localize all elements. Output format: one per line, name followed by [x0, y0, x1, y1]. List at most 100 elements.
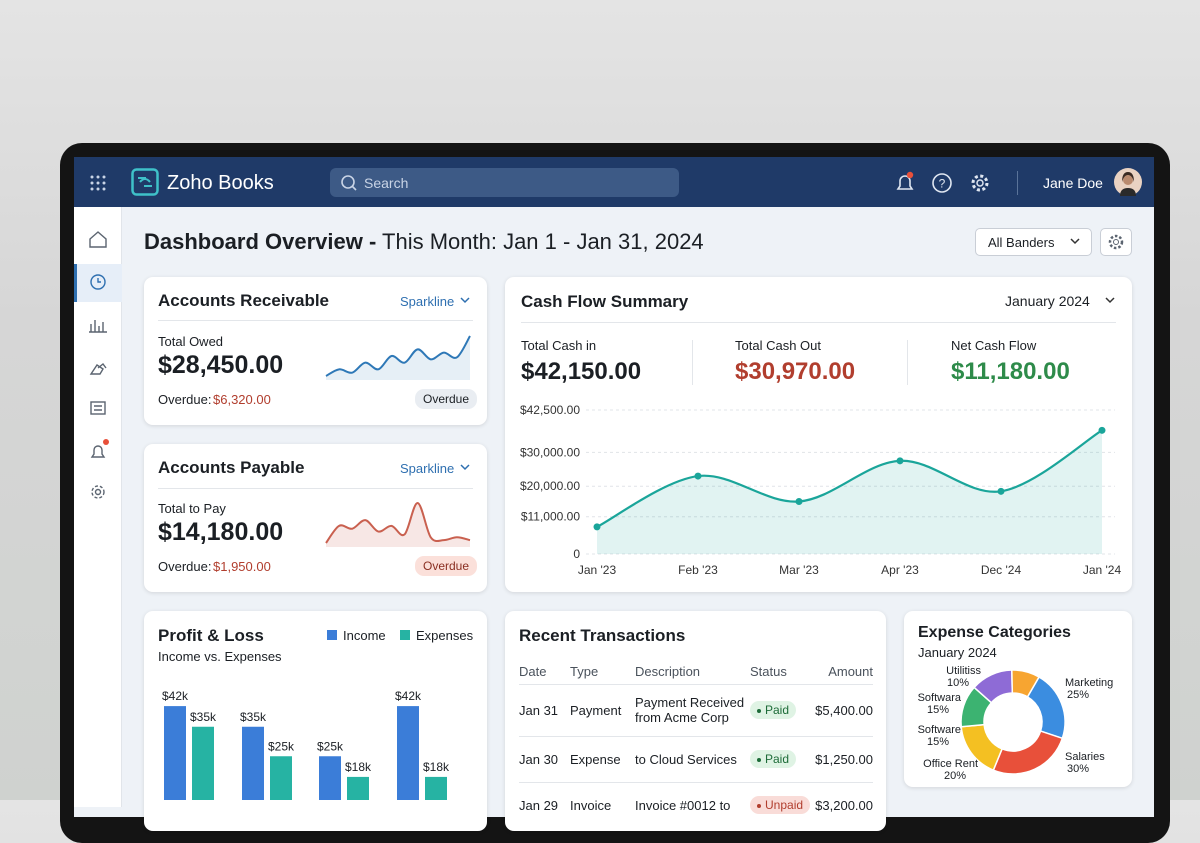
sidebar — [74, 207, 122, 807]
page: Zoho Books Search ? Jane Doe Dashboard O… — [0, 0, 1200, 800]
charts-overlay: 0 $11,000.00 $20,000.00 $30,000.00 $42,500.0… — [162, 238, 1122, 800]
search-icon — [341, 175, 357, 191]
point — [896, 457, 904, 465]
filter-label: All Banders — [988, 235, 1055, 250]
point — [997, 487, 1005, 495]
point — [1098, 426, 1106, 434]
x-tick-label: Jan '24 — [1083, 563, 1122, 577]
overdue-amount: $6,320.00 — [213, 392, 271, 407]
bar — [270, 756, 292, 800]
card-title: Accounts Receivable — [158, 291, 330, 310]
avatar[interactable] — [1114, 168, 1142, 196]
top-icons[interactable]: ? — [893, 170, 1003, 196]
slice-value: 30% — [1067, 763, 1089, 775]
column-header: Date — [519, 664, 547, 680]
x-tick-label: Feb '23 — [678, 563, 718, 577]
settings-icon — [1108, 234, 1124, 250]
x-tick-label: Apr '23 — [881, 563, 919, 577]
cell: to Cloud Services — [635, 751, 737, 767]
overdue-badge: Overdue — [415, 389, 478, 409]
filter-button[interactable]: All Banders — [975, 228, 1092, 256]
cell: Payment Received from Acme Corp — [635, 695, 745, 725]
sparkline-area — [326, 336, 470, 380]
svg-text:?: ? — [939, 177, 946, 191]
bar — [242, 726, 264, 800]
overdue-label: Overdue: — [158, 559, 212, 574]
point — [593, 523, 601, 531]
bar — [192, 726, 214, 800]
sidebar-active — [74, 264, 122, 302]
slice-value: 10% — [947, 677, 969, 689]
cell: Expense — [570, 751, 621, 767]
search-box[interactable] — [330, 168, 679, 197]
legend-label: Expenses — [416, 628, 474, 643]
view-toggle[interactable]: Sparkline — [400, 294, 455, 309]
user-name: Jane Doe — [1043, 175, 1103, 191]
line-area — [597, 430, 1102, 554]
table-header: Date Type Description Status Amount — [519, 660, 873, 684]
x-tick-label: Mar '23 — [779, 563, 819, 577]
value-label: $35k — [240, 710, 267, 724]
logo — [131, 168, 159, 196]
stat-value: $30,970.00 — [735, 358, 856, 385]
column-header: Status — [750, 664, 787, 680]
legend-swatch — [400, 630, 410, 640]
view-toggle[interactable]: Sparkline — [400, 461, 455, 476]
x-tick-label: Jan '23 — [578, 563, 617, 577]
cell: $5,400.00 — [815, 702, 873, 718]
separator — [692, 340, 693, 385]
overdue-amount: $1,950.00 — [213, 559, 271, 574]
page-period: This Month: Jan 1 - Jan 31, 2024 — [382, 229, 704, 254]
bar — [347, 776, 369, 800]
cell: $1,250.00 — [815, 751, 873, 767]
sparkline-area — [326, 502, 470, 547]
legend-swatch — [327, 630, 337, 640]
stat-value: $11,180.00 — [951, 358, 1070, 385]
sparkline — [325, 335, 471, 377]
table-row[interactable]: Jan 31 Payment Payment Received from Acme… — [519, 684, 873, 736]
point — [795, 497, 803, 505]
slice-label: Salaries — [1065, 751, 1105, 763]
divider — [158, 488, 473, 489]
amount: $14,180.00 — [158, 518, 284, 546]
search-placeholder: Search — [364, 175, 409, 191]
cell: Jan 30 — [519, 751, 559, 767]
cell: Payment — [570, 702, 622, 718]
slice-value: 15% — [927, 736, 949, 748]
card-title: Accounts Payable — [158, 458, 305, 477]
stat-label: Net Cash Flow — [951, 338, 1037, 353]
card-title: Cash Flow Summary — [521, 292, 689, 311]
app-name: Zoho Books — [167, 172, 274, 194]
table-row[interactable]: Jan 30 Expense to Cloud Services Paid $1,… — [519, 736, 873, 782]
slice-label: Marketing — [1065, 677, 1113, 689]
value-label: $35k — [190, 710, 217, 724]
value-label: $25k — [317, 739, 344, 753]
amount: $28,450.00 — [158, 351, 284, 379]
bar — [425, 776, 447, 800]
slice-label: Software — [918, 724, 961, 736]
divider — [158, 320, 473, 321]
apps-icon[interactable] — [88, 173, 108, 193]
amount-label: Total Owed — [158, 334, 224, 349]
slice-value: 20% — [944, 770, 966, 782]
amount-label: Total to Pay — [158, 501, 226, 516]
card-subtitle: Income vs. Expenses — [158, 649, 282, 664]
transactions-card — [505, 611, 886, 831]
slice-value: 15% — [927, 704, 949, 716]
slice — [1011, 669, 1041, 698]
bar — [164, 706, 186, 800]
value-label: $42k — [395, 689, 422, 703]
slice-value: 25% — [1067, 689, 1089, 701]
period-select[interactable]: January 2024 — [1005, 293, 1090, 309]
separator — [907, 340, 908, 385]
settings-button[interactable] — [1100, 228, 1132, 256]
stat-label: Total Cash Out — [735, 338, 821, 353]
y-tick-label: $20,000.00 — [520, 479, 580, 493]
slice-label: Softwara — [918, 692, 962, 704]
page-header: Dashboard Overview - This Month: Jan 1 -… — [144, 229, 704, 255]
value-label: $18k — [423, 760, 450, 774]
legend-label: Income — [343, 628, 386, 643]
card-title: Profit & Loss — [158, 626, 264, 645]
status-pill: Paid — [750, 750, 797, 768]
sidebar-icons[interactable] — [86, 228, 110, 508]
